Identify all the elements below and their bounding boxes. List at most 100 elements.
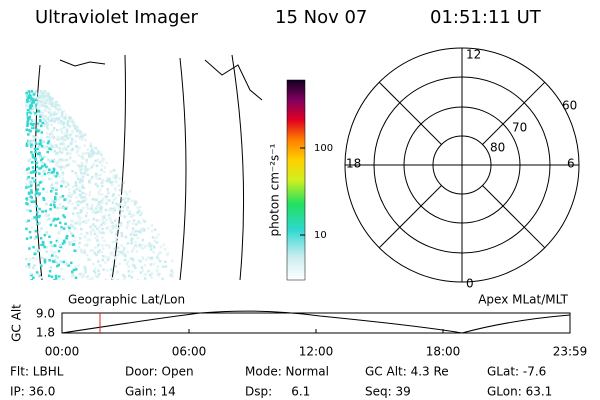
pixel (110, 184, 114, 187)
pixel (83, 168, 86, 172)
pixel (59, 108, 63, 111)
pixel (38, 167, 41, 170)
pixel (26, 97, 30, 100)
pixel (148, 242, 151, 245)
pixel (112, 174, 115, 177)
pixel (85, 168, 88, 171)
pixel (131, 230, 134, 234)
pixel (139, 231, 142, 234)
pixel (156, 269, 159, 272)
pixel (83, 267, 87, 271)
pixel (130, 199, 134, 202)
pixel (50, 244, 53, 248)
pixel (74, 222, 77, 225)
pixel (27, 140, 31, 143)
pixel (37, 104, 40, 107)
pixel (56, 206, 59, 210)
pixel (56, 240, 60, 244)
pixel (30, 110, 34, 113)
pixel (33, 200, 36, 203)
pixel (64, 113, 68, 117)
pixel (26, 209, 29, 212)
pixel (37, 183, 40, 187)
pixel (80, 131, 84, 135)
pixel (47, 173, 51, 176)
pixel (34, 215, 38, 219)
timeline-x-tick: 23:59 (553, 345, 588, 359)
pixel (77, 245, 81, 249)
pixel (71, 234, 75, 237)
pixel (98, 264, 102, 267)
pixel (41, 113, 44, 116)
pixel (63, 241, 66, 244)
pixel (161, 265, 165, 268)
pixel (114, 224, 117, 227)
pixel (123, 215, 126, 218)
pixel (60, 165, 64, 169)
pixel (58, 202, 62, 206)
pixel (114, 176, 117, 180)
pixel (70, 261, 73, 265)
pixel (29, 104, 32, 107)
hour-label: 6 (567, 157, 575, 171)
pixel (97, 243, 100, 246)
pixel (59, 168, 62, 171)
pixel (78, 146, 81, 149)
pixel (125, 209, 129, 212)
pixel (58, 104, 61, 108)
pixel (35, 205, 39, 208)
pixel (62, 143, 66, 146)
pixel (39, 276, 43, 279)
pixel (85, 231, 89, 235)
pixel (79, 131, 82, 134)
pixel (109, 170, 112, 174)
pixel (101, 215, 104, 218)
pixel (38, 221, 42, 225)
pixel (95, 177, 98, 180)
pixel (61, 139, 65, 142)
pixel (71, 243, 75, 246)
pixel (64, 207, 68, 210)
pixel (117, 184, 121, 187)
pixel (49, 123, 53, 126)
pixel (65, 198, 68, 201)
pixel (42, 93, 45, 96)
pixel (53, 205, 57, 209)
pixel (39, 100, 42, 103)
pixel (59, 260, 62, 263)
pixel (33, 252, 36, 256)
pixel (53, 120, 56, 123)
pixel (43, 104, 46, 108)
pixel (35, 190, 39, 194)
pixel (100, 168, 103, 172)
pixel (138, 222, 142, 225)
lat-label: 70 (512, 121, 527, 135)
pixel (117, 194, 121, 197)
pixel (130, 276, 134, 279)
pixel (52, 252, 55, 255)
pixel (45, 202, 48, 206)
pixel (47, 214, 50, 217)
pixel (63, 126, 66, 129)
pixel (90, 204, 94, 207)
pixel (95, 164, 99, 168)
pixel (71, 120, 74, 124)
pixel (25, 227, 28, 231)
pixel (74, 201, 78, 204)
pixel (62, 260, 65, 264)
pixel (99, 160, 102, 164)
pixel (77, 223, 81, 226)
pixel (65, 148, 68, 151)
pixel (88, 153, 91, 157)
meridian (482, 81, 546, 145)
pixel (80, 186, 84, 189)
pixel (127, 270, 131, 273)
pixel (36, 96, 39, 100)
pixel (144, 258, 148, 261)
pixel (130, 213, 133, 217)
pixel (76, 128, 79, 131)
pixel (101, 244, 104, 247)
pixel (163, 248, 167, 251)
pixel (48, 235, 51, 238)
pixel (44, 107, 47, 111)
